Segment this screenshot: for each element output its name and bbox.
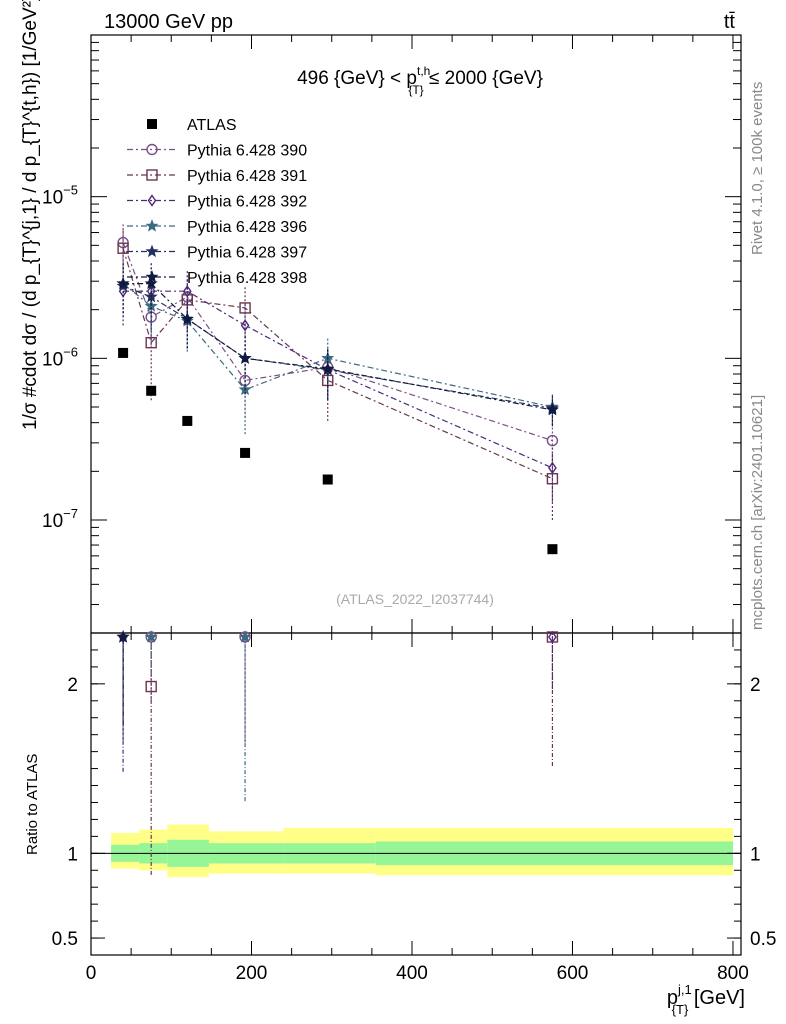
header-right: tt̄ xyxy=(724,11,736,33)
data-point xyxy=(545,403,559,416)
x-tick-label: 0 xyxy=(86,963,97,984)
legend-label: Pythia 6.428 391 xyxy=(187,168,307,185)
y-axis-label: 1/σ #cdot dσ / (d p_{T}^{j,1} / d p_{T}^… xyxy=(20,0,41,430)
legend-marker-atlas xyxy=(147,119,157,129)
ratio-series-0 xyxy=(145,631,251,743)
analysis-watermark: (ATLAS_2022_I2037744) xyxy=(336,591,494,607)
y-tick-label-main: 10−6 xyxy=(42,344,78,370)
ratio-series-5 xyxy=(116,630,130,725)
data-point xyxy=(117,242,129,254)
ratio-tick-label-left: 0.5 xyxy=(52,929,78,950)
atlas-point xyxy=(146,385,157,396)
atlas-point xyxy=(547,544,558,555)
x-axis-label-post: [GeV] xyxy=(688,987,745,1009)
ratio-frame xyxy=(90,632,742,956)
y-tick-label-base: 10 xyxy=(42,349,63,370)
chart-title-pre: 496 {GeV} < p xyxy=(297,68,417,89)
ratio-tick-label-left: 2 xyxy=(67,675,78,696)
ratio-series-2 xyxy=(118,630,557,772)
ratio-tick-label-right: 1 xyxy=(750,844,761,865)
header-left: 13000 GeV pp xyxy=(104,11,233,33)
legend-label: Pythia 6.428 396 xyxy=(187,219,307,236)
ratio-point-clipped xyxy=(238,630,252,643)
data-point xyxy=(238,351,252,364)
y-tick-label-exp: −5 xyxy=(63,183,78,198)
chart-title-sub: {T} xyxy=(408,83,423,97)
chart-title: 496 {GeV} < pt,h {T} ≤ 2000 {GeV} xyxy=(297,64,543,97)
ratio-tick-label-right: 0.5 xyxy=(750,929,776,950)
y-tick-label-exp: −6 xyxy=(63,344,78,359)
y-tick-label-base: 10 xyxy=(42,188,63,209)
data-point xyxy=(240,319,250,332)
ratio-tick-label-left: 1 xyxy=(67,844,78,865)
main-ticks: 10−710−610−5 xyxy=(42,35,741,634)
y-tick-label-main: 10−5 xyxy=(42,183,78,209)
x-tick-label: 800 xyxy=(717,963,749,984)
rivet-label: Rivet 4.1.0, ≥ 100k events xyxy=(749,82,766,255)
main-panel: 10−710−610−5 xyxy=(42,34,742,634)
series-1 xyxy=(117,228,559,520)
x-tick-label: 600 xyxy=(557,963,589,984)
atlas-point xyxy=(118,347,129,358)
ratio-point-clipped xyxy=(548,630,557,644)
ratio-point-clipped xyxy=(116,630,130,643)
x-axis-label: pj,1 {T} [GeV] xyxy=(667,982,745,1017)
x-axis-label-pre: p xyxy=(667,987,678,1009)
y-tick-label-main: 10−7 xyxy=(42,506,78,532)
chart-title-sup: t,h xyxy=(417,64,430,78)
legend-marker xyxy=(147,194,157,207)
series-3 xyxy=(116,262,559,435)
legend-label-atlas: ATLAS xyxy=(187,117,237,134)
data-point xyxy=(548,461,557,475)
data-point xyxy=(145,336,157,349)
series-line xyxy=(122,248,553,480)
legend-marker xyxy=(145,219,159,232)
data-point xyxy=(321,362,335,375)
ratio-point xyxy=(145,680,157,693)
legend-label: Pythia 6.428 392 xyxy=(187,194,307,211)
data-point xyxy=(116,276,130,290)
atlas-point xyxy=(322,474,333,485)
atlas-point xyxy=(240,447,251,458)
atlas-point xyxy=(182,415,193,426)
ratio-point-clipped xyxy=(144,630,158,643)
ratio-bands xyxy=(91,824,741,878)
legend-marker xyxy=(145,244,159,258)
data-point xyxy=(182,285,192,298)
ratio-tick-label-right: 2 xyxy=(750,675,761,696)
x-tick-label: 200 xyxy=(236,963,268,984)
series-4 xyxy=(116,264,559,425)
legend-marker xyxy=(146,169,158,181)
legend-label: Pythia 6.428 397 xyxy=(187,245,307,262)
y-tick-label-exp: −7 xyxy=(63,506,78,521)
x-tick-label: 400 xyxy=(396,963,428,984)
series-line xyxy=(123,290,553,469)
series-5 xyxy=(116,262,559,427)
legend-label: Pythia 6.428 390 xyxy=(187,143,307,160)
ratio-series-3 xyxy=(116,630,252,802)
main-marks xyxy=(116,222,559,555)
ratio-y-label: Ratio to ATLAS xyxy=(24,754,41,855)
series-atlas xyxy=(118,347,558,555)
series-line xyxy=(123,283,553,411)
chart-title-post: ≤ 2000 {GeV} xyxy=(424,68,543,89)
legend-marker xyxy=(146,143,158,156)
legend-marker xyxy=(145,270,159,283)
legend: ATLAS Pythia 6.428 390 Pythia 6.428 391 Pyt… xyxy=(127,117,307,287)
mcplots-label: mcplots.cern.ch [arXiv:2401.10621] xyxy=(749,395,766,630)
series-line xyxy=(122,283,553,408)
x-axis-label-sup: j,1 xyxy=(677,982,692,997)
data-point xyxy=(180,312,194,325)
y-tick-label-base: 10 xyxy=(42,511,63,532)
ratio-marks xyxy=(116,630,559,875)
legend-label: Pythia 6.428 398 xyxy=(187,270,307,287)
x-axis-label-sub: {T} xyxy=(672,1002,689,1017)
